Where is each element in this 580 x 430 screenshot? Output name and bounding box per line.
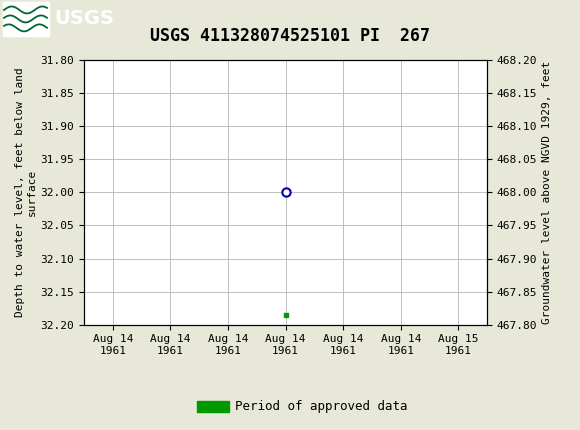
Text: USGS 411328074525101 PI  267: USGS 411328074525101 PI 267 — [150, 27, 430, 45]
Y-axis label: Groundwater level above NGVD 1929, feet: Groundwater level above NGVD 1929, feet — [542, 61, 552, 324]
FancyBboxPatch shape — [3, 2, 49, 36]
Text: USGS: USGS — [54, 9, 114, 28]
Y-axis label: Depth to water level, feet below land
surface: Depth to water level, feet below land su… — [15, 68, 37, 317]
Text: Period of approved data: Period of approved data — [235, 400, 407, 413]
